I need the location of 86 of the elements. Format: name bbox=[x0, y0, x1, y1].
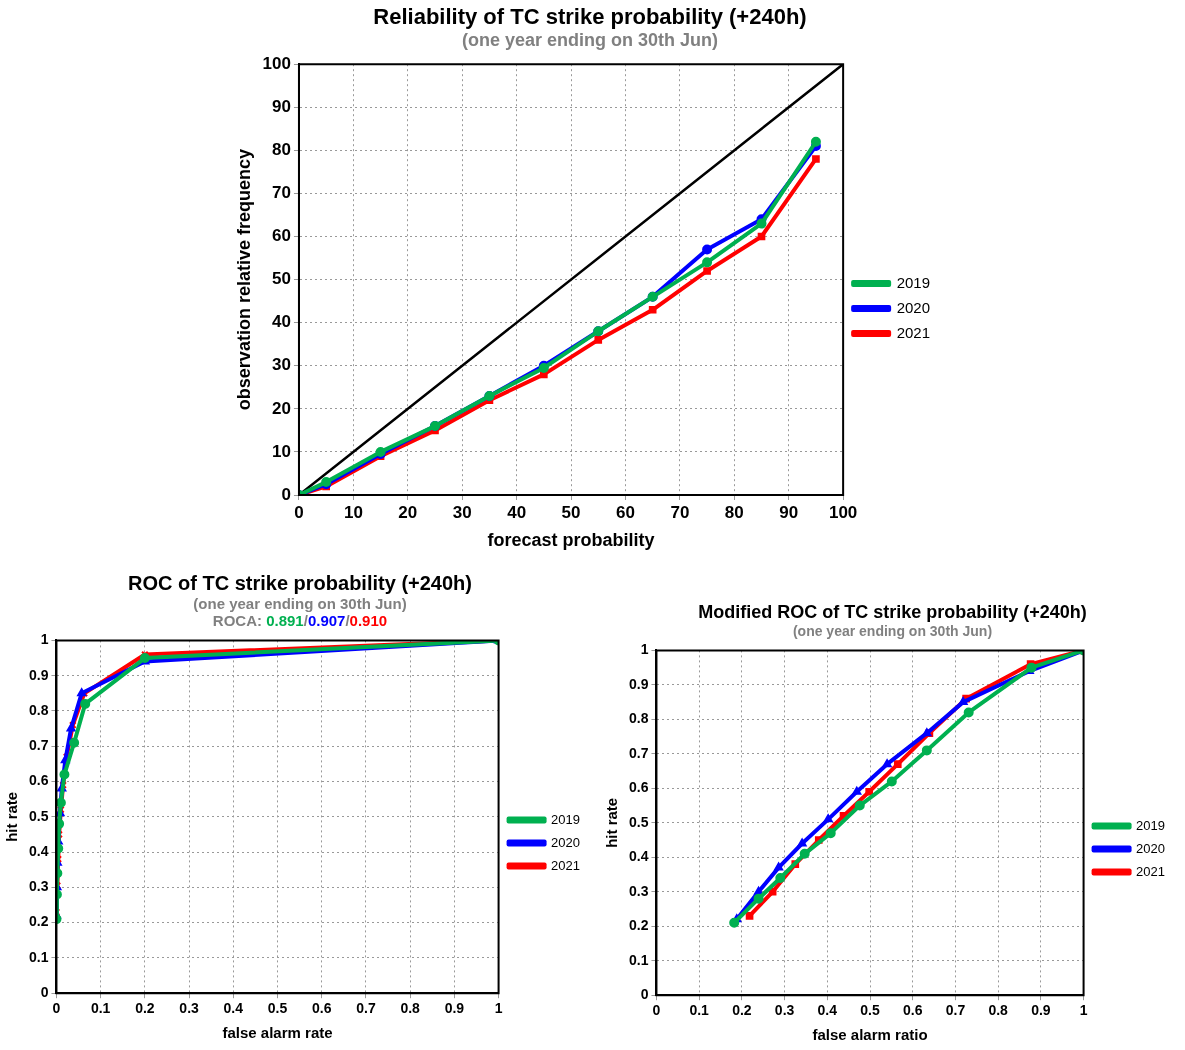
y-tick-label: 0 bbox=[281, 484, 291, 504]
y-tick-label: 0.1 bbox=[628, 951, 649, 968]
x-axis-title: forecast probability bbox=[487, 530, 655, 551]
x-tick-label: 0.7 bbox=[945, 1002, 966, 1019]
x-tick-label: 0.8 bbox=[988, 1002, 1009, 1019]
y-tick-label: 70 bbox=[272, 183, 291, 203]
y-axis-title: hit rate bbox=[3, 791, 21, 842]
y-tick-label: 0.7 bbox=[28, 737, 49, 754]
y-tick-label: 0.7 bbox=[628, 744, 649, 761]
legend-label: 2021 bbox=[1136, 863, 1165, 879]
chart-subtitle: (one year ending on 30th Jun) bbox=[791, 623, 994, 639]
y-tick-label: 0 bbox=[640, 986, 649, 1003]
x-tick-label: 1 bbox=[1079, 1002, 1088, 1019]
y-tick-label: 0.5 bbox=[28, 807, 49, 824]
y-tick-label: 30 bbox=[272, 355, 291, 375]
y-tick-label: 100 bbox=[262, 53, 291, 73]
x-axis-title: false alarm ratio bbox=[812, 1026, 928, 1044]
x-tick-label: 0.9 bbox=[1031, 1002, 1051, 1019]
y-tick-label: 0.9 bbox=[628, 675, 649, 692]
y-tick-label: 20 bbox=[272, 398, 291, 418]
x-tick-label: 0.6 bbox=[312, 1000, 332, 1017]
x-tick-label: 0.2 bbox=[135, 1000, 155, 1017]
chart-title: Modified ROC of TC strike probability (+240h) bbox=[697, 602, 1088, 623]
x-tick-label: 0 bbox=[652, 1002, 661, 1019]
x-tick-label: 0.5 bbox=[860, 1002, 880, 1019]
legend-label: 2019 bbox=[896, 273, 931, 291]
y-tick-label: 0.2 bbox=[628, 917, 649, 934]
chart-title: Reliability of TC strike probability (+240h) bbox=[372, 4, 808, 30]
legend-label: 2020 bbox=[896, 298, 931, 316]
y-tick-label: 0.3 bbox=[28, 878, 49, 895]
x-tick-label: 0.9 bbox=[444, 1000, 465, 1017]
y-tick-label: 0.4 bbox=[628, 848, 649, 865]
x-tick-label: 80 bbox=[724, 502, 744, 522]
y-tick-label: 1 bbox=[40, 631, 49, 648]
x-tick-label: 100 bbox=[828, 502, 858, 522]
x-tick-label: 0.3 bbox=[179, 1000, 200, 1017]
y-tick-label: 0.8 bbox=[28, 701, 49, 718]
x-tick-label: 0.1 bbox=[689, 1002, 710, 1019]
legend-label: 2020 bbox=[1136, 840, 1165, 856]
chart-subtitle: (one year ending on 30th Jun) bbox=[192, 595, 408, 612]
x-tick-label: 40 bbox=[507, 502, 527, 522]
legend-label: 2019 bbox=[551, 811, 580, 827]
x-tick-label: 0.3 bbox=[774, 1002, 795, 1019]
x-tick-label: 50 bbox=[561, 502, 581, 522]
y-tick-label: 0.5 bbox=[628, 813, 649, 830]
x-tick-label: 0.1 bbox=[90, 1000, 111, 1017]
y-tick-label: 40 bbox=[272, 312, 291, 332]
x-tick-label: 0.6 bbox=[903, 1002, 923, 1019]
x-tick-label: 10 bbox=[343, 502, 363, 522]
x-axis-title: false alarm rate bbox=[222, 1024, 333, 1042]
y-tick-label: 0.3 bbox=[628, 882, 649, 899]
chart-title: ROC of TC strike probability (+240h) bbox=[127, 572, 473, 595]
y-tick-label: 10 bbox=[272, 441, 291, 461]
legend-label: 2021 bbox=[896, 323, 931, 341]
legend-label: 2019 bbox=[1136, 817, 1165, 833]
legend-label: 2020 bbox=[551, 834, 580, 850]
x-tick-label: 0.4 bbox=[817, 1002, 838, 1019]
x-tick-label: 0 bbox=[294, 502, 304, 522]
x-tick-label: 0.4 bbox=[223, 1000, 244, 1017]
x-tick-label: 0.7 bbox=[356, 1000, 376, 1017]
y-axis-title: hit rate bbox=[603, 797, 621, 848]
y-tick-label: 90 bbox=[272, 96, 291, 116]
y-tick-label: 60 bbox=[272, 226, 291, 246]
x-tick-label: 90 bbox=[779, 502, 799, 522]
y-tick-label: 50 bbox=[272, 269, 291, 289]
y-tick-label: 1 bbox=[640, 641, 649, 658]
y-tick-label: 0.6 bbox=[28, 772, 49, 789]
x-tick-label: 0.2 bbox=[732, 1002, 752, 1019]
chart-subtitle: (one year ending on 30th Jun) bbox=[461, 30, 719, 51]
text: ROCA: 0.891/0.907/0.910 bbox=[212, 612, 388, 629]
x-tick-label: 20 bbox=[398, 502, 418, 522]
y-tick-label: 0.4 bbox=[28, 842, 49, 859]
y-tick-label: 0 bbox=[40, 984, 49, 1001]
y-tick-label: 0.2 bbox=[28, 913, 49, 930]
x-tick-label: 70 bbox=[670, 502, 690, 522]
x-tick-label: 0 bbox=[52, 1000, 61, 1017]
y-axis-title: observation relative frequency bbox=[233, 149, 254, 411]
x-tick-label: 30 bbox=[452, 502, 472, 522]
legend-label: 2021 bbox=[551, 857, 580, 873]
y-tick-label: 0.1 bbox=[28, 948, 49, 965]
y-tick-label: 0.9 bbox=[28, 666, 49, 683]
x-tick-label: 1 bbox=[494, 1000, 503, 1017]
y-tick-label: 0.6 bbox=[628, 779, 649, 796]
x-tick-label: 0.8 bbox=[400, 1000, 421, 1017]
y-tick-label: 0.8 bbox=[628, 710, 649, 727]
y-tick-label: 80 bbox=[272, 140, 291, 160]
